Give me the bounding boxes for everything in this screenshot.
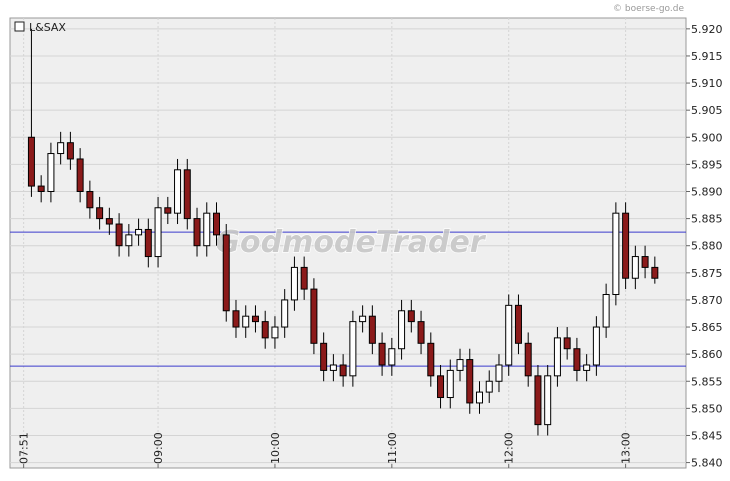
- candle-body: [505, 304, 513, 366]
- y-tick-label: 5.855: [691, 375, 723, 388]
- candle-body: [524, 342, 532, 377]
- candle-body: [495, 364, 503, 382]
- candle-body: [213, 212, 221, 236]
- candle-body: [154, 207, 162, 258]
- x-tick-label: 09:00: [152, 432, 165, 464]
- candle-body: [242, 315, 250, 328]
- candle-body: [300, 266, 308, 290]
- candle-body: [544, 375, 552, 426]
- y-tick-label: 5.915: [691, 50, 723, 63]
- y-tick-label: 5.860: [691, 348, 723, 361]
- candle-body: [446, 369, 454, 399]
- candle-body: [485, 380, 493, 393]
- y-tick-label: 5.845: [691, 429, 723, 442]
- candle-body: [76, 158, 84, 192]
- y-tick-label: 5.875: [691, 267, 723, 280]
- candle-body: [261, 321, 269, 339]
- candle-body: [320, 342, 328, 371]
- candle-body: [144, 228, 152, 258]
- candle-body: [57, 142, 65, 155]
- candle-body: [193, 218, 201, 247]
- candle-body: [466, 359, 474, 404]
- candle-body: [27, 136, 35, 187]
- y-tick-label: 5.880: [691, 240, 723, 253]
- y-tick-label: 5.910: [691, 77, 723, 90]
- candle-body: [164, 207, 172, 214]
- candle-body: [232, 310, 240, 328]
- candle-body: [37, 185, 45, 192]
- candle-body: [417, 321, 425, 344]
- candle-body: [583, 364, 591, 371]
- candle-body: [602, 294, 610, 328]
- y-tick-label: 5.840: [691, 457, 723, 470]
- candle-body: [631, 256, 639, 279]
- y-tick-label: 5.885: [691, 213, 723, 226]
- candle-body: [514, 304, 522, 344]
- candle-body: [115, 223, 123, 247]
- x-tick-label: 12:00: [503, 432, 516, 464]
- candle-body: [622, 212, 630, 279]
- candle-body: [271, 326, 279, 339]
- candle-body: [359, 315, 367, 323]
- candle-body: [174, 169, 182, 214]
- x-tick-label: 07:51: [18, 432, 31, 464]
- y-tick-label: 5.870: [691, 294, 723, 307]
- candle-body: [612, 212, 620, 296]
- candle-body: [592, 326, 600, 366]
- candle-body: [310, 288, 318, 344]
- candle-body: [339, 364, 347, 377]
- y-tick-label: 5.920: [691, 23, 723, 36]
- candle-body: [398, 310, 406, 350]
- candle-body: [203, 212, 211, 247]
- candle-body: [563, 337, 571, 350]
- y-tick-label: 5.890: [691, 185, 723, 198]
- x-tick-label: 11:00: [386, 432, 399, 464]
- credit: © boerse-go.de: [613, 4, 684, 14]
- candle-body: [378, 342, 386, 366]
- y-tick-label: 5.900: [691, 131, 723, 144]
- candle-body: [96, 207, 104, 220]
- x-tick-label: 10:00: [269, 432, 282, 464]
- plot-area: [9, 17, 687, 469]
- candle-body: [329, 364, 337, 371]
- candle-body: [66, 142, 74, 160]
- candle-body: [290, 266, 298, 301]
- candle-body: [573, 348, 581, 371]
- candle-body: [281, 299, 289, 328]
- y-tick-label: 5.865: [691, 321, 723, 334]
- y-tick-label: 5.850: [691, 402, 723, 415]
- candle-body: [388, 348, 396, 366]
- candle-body: [105, 218, 113, 225]
- candle-body: [125, 234, 133, 247]
- y-tick-label: 5.895: [691, 158, 723, 171]
- candle-body: [475, 391, 483, 404]
- candle-body: [437, 375, 445, 399]
- legend-label: L&SAX: [29, 21, 66, 34]
- candle-body: [368, 315, 376, 344]
- candle-body: [553, 337, 561, 377]
- candle-body: [651, 266, 659, 279]
- candle-body: [534, 375, 542, 426]
- candle-body: [349, 321, 357, 377]
- x-tick-label: 13:00: [620, 432, 633, 464]
- legend-swatch: [14, 21, 25, 32]
- candle-body: [251, 315, 259, 323]
- candle-body: [47, 153, 55, 192]
- candle-body: [407, 310, 415, 323]
- y-tick-label: 5.905: [691, 104, 723, 117]
- candle-body: [183, 169, 191, 220]
- watermark: GodmodeTrader: [215, 225, 486, 260]
- candle-body: [222, 234, 230, 312]
- candle-body: [86, 190, 94, 209]
- candle-body: [641, 256, 649, 268]
- candle-body: [135, 228, 143, 236]
- candle-body: [456, 359, 464, 371]
- candle-body: [427, 342, 435, 377]
